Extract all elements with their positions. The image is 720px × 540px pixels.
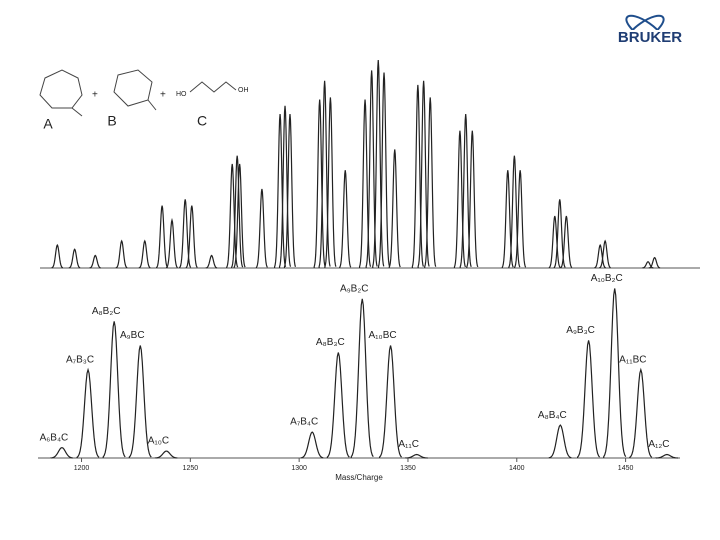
peak-label: A₇B₄C (290, 417, 318, 428)
peak-label: A₇B₃C (66, 354, 94, 365)
x-tick-label: 1350 (400, 465, 416, 472)
peak (255, 188, 268, 268)
peak (339, 170, 352, 268)
peak (51, 243, 64, 269)
peak-label: A₆B₄C (40, 432, 69, 443)
peak (378, 345, 403, 458)
peak (560, 215, 573, 268)
hydroxyl: OH (238, 87, 249, 94)
peak (102, 321, 126, 458)
logo-text: BRUKER (618, 29, 682, 46)
peak (179, 199, 192, 268)
peak (411, 84, 424, 268)
peak (365, 70, 378, 268)
peak (514, 170, 527, 268)
peak-label: A₁₁C (398, 439, 419, 450)
structure-label: B (107, 113, 116, 129)
peak (655, 453, 678, 459)
structure-label: A (43, 116, 53, 132)
peak (115, 239, 128, 269)
peak (231, 155, 244, 268)
peak (453, 130, 466, 268)
peak (350, 298, 374, 458)
peak (629, 367, 653, 458)
peak (300, 431, 324, 459)
peak (599, 239, 611, 269)
peak (548, 215, 561, 268)
peak-label: A₈B₄C (538, 410, 567, 421)
peak (313, 99, 326, 268)
peak (358, 99, 372, 268)
x-tick-label: 1250 (183, 465, 199, 472)
peak (138, 239, 151, 269)
peak (156, 205, 169, 268)
peak (508, 155, 521, 268)
peak (603, 288, 627, 458)
peak (576, 340, 601, 458)
peak (50, 446, 74, 459)
peak (405, 453, 428, 459)
peak-label: A₉B₃C (566, 325, 595, 336)
peak (324, 97, 337, 268)
peak (273, 114, 287, 268)
peak-label: A₈B₂C (92, 306, 121, 317)
structure-label: C (197, 113, 207, 129)
x-tick-label: 1400 (509, 465, 525, 472)
peak (594, 243, 606, 269)
x-tick-label: 1200 (74, 465, 90, 472)
peak (466, 130, 479, 268)
peak (278, 105, 292, 268)
peak (233, 163, 246, 268)
logo: BRUKER (606, 14, 694, 46)
peak (641, 261, 654, 269)
hydroxyl: HO (176, 91, 187, 98)
peak (326, 352, 350, 458)
peak (128, 345, 152, 458)
peak (76, 367, 100, 458)
peak (89, 254, 101, 269)
peak (318, 80, 331, 268)
peak (388, 149, 401, 268)
peak (185, 205, 198, 268)
peak-label: A₁₀C (148, 436, 169, 447)
peak (68, 248, 81, 269)
peak (548, 424, 572, 459)
peak (377, 72, 391, 268)
peak-label: A₁₂C (648, 439, 669, 450)
peak (372, 59, 385, 268)
peak (648, 256, 661, 269)
x-tick-label: 1450 (618, 465, 634, 472)
peak-label: A₈B₃C (316, 337, 345, 348)
peak (165, 217, 178, 269)
structures (39, 69, 237, 117)
peak (424, 97, 437, 268)
plus-sign: + (160, 90, 166, 101)
peak-label: A₁₀BC (369, 330, 397, 341)
peak (205, 254, 218, 269)
x-axis-label: Mass/Charge (335, 473, 383, 482)
peak-label: A₉B₂C (340, 283, 368, 294)
peak (501, 170, 514, 268)
x-tick-label: 1300 (291, 465, 307, 472)
peak-label: A₁₀B₂C (591, 273, 623, 284)
peak-label: A₁₁BC (619, 354, 646, 365)
peak (154, 450, 178, 459)
peak (283, 114, 297, 268)
peak-label: A₉BC (120, 330, 145, 341)
plus-sign: + (92, 90, 98, 101)
